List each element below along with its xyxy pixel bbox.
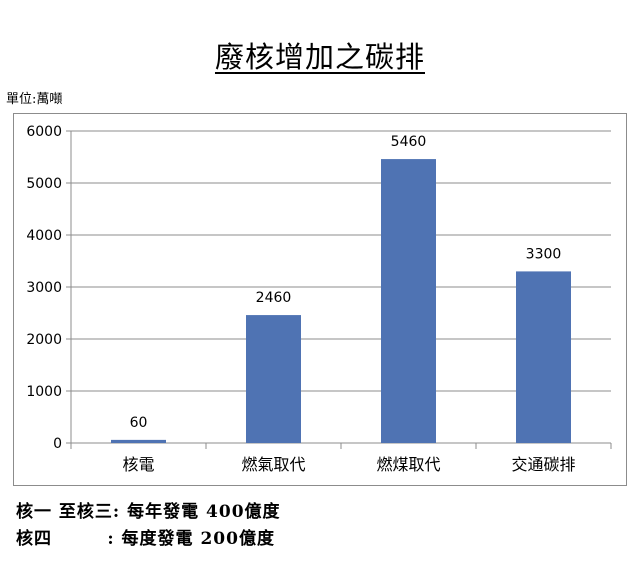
note-reactor-4: 核四 : 每度發電 200億度: [16, 529, 275, 549]
data-label: 5460: [391, 134, 427, 150]
unit-label: 單位:萬噸: [6, 92, 63, 107]
bar-chart: 0 1000 2000 3000 4000 5000 6000 60 2460 5460 3300…: [26, 124, 612, 474]
x-tick-label: 核電: [122, 455, 154, 474]
bar-4: [516, 271, 571, 443]
x-tick-label: 交通碳排: [511, 455, 575, 474]
gridlines: [66, 130, 612, 449]
bars: [111, 159, 571, 443]
x-tick-labels: 核電 燃氣取代 燃煤取代 交通碳排: [122, 455, 575, 474]
y-tick-label: 4000: [26, 228, 62, 244]
y-tick-label: 6000: [26, 124, 62, 140]
y-tick-labels: 0 1000 2000 3000 4000 5000 6000: [26, 124, 62, 452]
y-tick-label: 1000: [26, 384, 62, 400]
x-tick-label: 燃氣取代: [241, 455, 305, 474]
y-tick-label: 3000: [26, 280, 62, 296]
data-label: 60: [130, 415, 148, 431]
bar-1: [111, 439, 166, 443]
data-label: 2460: [256, 290, 292, 306]
y-tick-label: 5000: [26, 176, 62, 192]
y-tick-label: 0: [53, 436, 62, 452]
data-label: 3300: [526, 246, 562, 262]
bar-2: [246, 315, 301, 443]
chart-title: 廢核增加之碳排: [214, 40, 425, 74]
note-reactors-1-3: 核一 至核三: 每年發電 400億度: [16, 502, 281, 522]
chart-area: 0 1000 2000 3000 4000 5000 6000 60 2460 5460 3300…: [13, 113, 627, 486]
data-labels: 60 2460 5460 3300: [130, 134, 562, 431]
x-tick-label: 燃煤取代: [376, 455, 440, 474]
bar-3: [381, 159, 436, 443]
y-tick-label: 2000: [26, 332, 62, 348]
